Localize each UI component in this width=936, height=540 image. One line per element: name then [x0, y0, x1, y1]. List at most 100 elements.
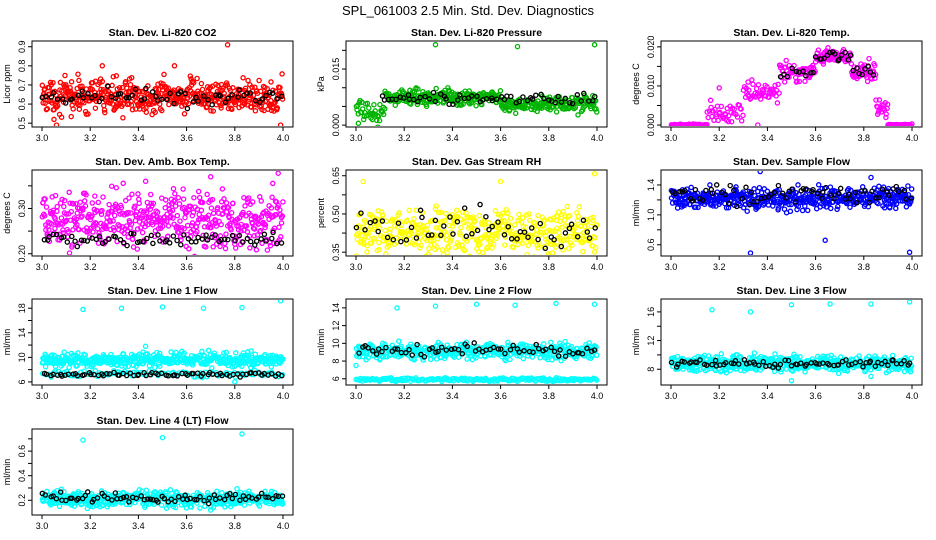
x-tick-label: 3.0: [665, 133, 678, 143]
data-point: [821, 55, 827, 62]
data-point: [92, 105, 99, 111]
plot-frame: [660, 40, 923, 128]
x-tick-label: 3.0: [665, 262, 678, 272]
data-point: [96, 234, 103, 240]
data-point: [203, 232, 209, 238]
data-point: [168, 349, 174, 355]
data-point: [269, 235, 275, 242]
data-point: [433, 225, 440, 231]
data-point: [129, 92, 135, 99]
data-point: [224, 42, 231, 48]
data-point: [99, 63, 106, 69]
data-point: [135, 371, 142, 378]
data-point: [258, 198, 264, 204]
data-point: [467, 215, 474, 221]
data-point: [132, 92, 139, 98]
data-point: [51, 116, 57, 123]
data-point: [144, 235, 150, 242]
data-point: [94, 225, 101, 232]
data-point: [117, 90, 124, 97]
data-point: [880, 192, 886, 198]
data-point: [379, 93, 386, 99]
data-point: [394, 257, 398, 261]
data-point: [125, 209, 131, 216]
data-point: [789, 65, 795, 72]
data-point: [223, 231, 229, 237]
data-point: [52, 225, 58, 232]
data-point: [252, 97, 259, 104]
data-point: [370, 348, 376, 354]
data-point: [744, 208, 750, 214]
data-point: [398, 238, 404, 245]
data-point: [79, 88, 85, 94]
data-point: [828, 192, 834, 198]
data-point: [866, 55, 872, 62]
data-point: [222, 245, 229, 252]
data-point: [792, 199, 799, 205]
data-point: [268, 370, 275, 377]
data-point: [406, 207, 412, 214]
data-point: [119, 363, 125, 369]
data-point: [845, 56, 852, 63]
data-point: [108, 183, 115, 189]
data-point: [182, 90, 189, 97]
data-point: [186, 246, 192, 252]
data-point: [166, 101, 172, 108]
data-point: [572, 225, 579, 231]
x-tick-label: 3.2: [713, 262, 726, 272]
data-point: [236, 232, 243, 239]
data-point: [546, 97, 552, 103]
data-point: [489, 95, 495, 101]
data-point: [576, 204, 583, 210]
series-black: [777, 49, 877, 80]
data-point: [43, 371, 50, 377]
data-point: [59, 373, 65, 379]
series-black: [39, 83, 285, 112]
data-point: [548, 351, 554, 358]
data-point: [558, 99, 565, 105]
data-point: [68, 113, 74, 120]
data-point: [893, 205, 899, 212]
data-point: [239, 304, 245, 311]
y-tick-label: 0.020: [646, 36, 656, 59]
y-tick-label: 0.50: [331, 205, 341, 223]
data-point: [60, 360, 67, 367]
data-point: [591, 42, 598, 48]
data-point: [759, 87, 766, 93]
y-tick-label: 0.20: [17, 245, 27, 263]
data-point: [435, 348, 441, 355]
data-points: [39, 171, 286, 255]
data-point: [89, 213, 95, 219]
data-point: [170, 215, 176, 221]
data-point: [62, 72, 68, 79]
data-points: [353, 171, 600, 261]
data-point: [79, 83, 85, 89]
data-point: [133, 209, 140, 215]
y-tick-label: 0.9: [17, 40, 27, 53]
data-point: [832, 51, 838, 57]
y-tick-label: 0.8: [17, 60, 27, 73]
data-point: [459, 209, 466, 215]
data-point: [447, 214, 453, 220]
data-point: [118, 305, 125, 311]
data-point: [211, 234, 218, 241]
data-points: [353, 300, 600, 384]
y-tick-label: 6: [17, 379, 27, 384]
data-point: [366, 105, 372, 111]
data-point: [190, 79, 197, 86]
data-point: [171, 63, 178, 69]
data-point: [718, 351, 725, 357]
data-point: [457, 231, 464, 238]
data-point: [210, 244, 216, 250]
data-point: [464, 356, 470, 362]
data-point: [558, 241, 564, 247]
data-point: [476, 346, 482, 352]
data-point: [504, 210, 511, 216]
data-point: [771, 189, 778, 196]
data-point: [66, 189, 72, 196]
series-black: [669, 182, 915, 210]
data-point: [167, 90, 173, 97]
data-point: [383, 344, 389, 351]
data-point: [169, 207, 176, 214]
